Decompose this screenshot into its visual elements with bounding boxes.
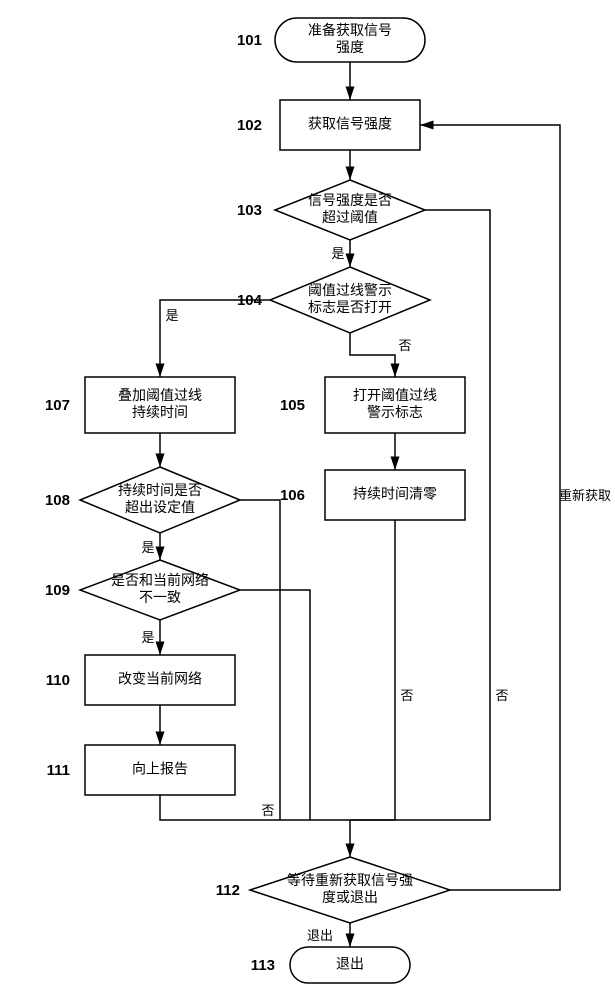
node-108: 持续时间是否超出设定值 108 (45, 467, 240, 533)
node-text: 度或退出 (322, 889, 378, 905)
node-number: 101 (237, 32, 262, 49)
edge-label: 是 (331, 246, 344, 261)
node-110: 改变当前网络 110 (46, 655, 235, 705)
node-number: 107 (45, 397, 70, 414)
edge (350, 520, 395, 820)
node-number: 108 (45, 492, 70, 509)
node-text: 打开阈值过线 (353, 387, 437, 403)
node-text: 标志是否打开 (308, 299, 392, 315)
edge (240, 500, 280, 820)
node-text: 超过阈值 (322, 209, 378, 225)
node-text: 警示标志 (367, 404, 423, 420)
node-text: 不一致 (139, 589, 181, 605)
node-112: 等待重新获取信号强度或退出 112 (216, 857, 450, 923)
node-text: 强度 (336, 39, 364, 55)
edge-label: 否 (400, 688, 413, 703)
edge (160, 795, 350, 820)
node-number: 112 (216, 882, 240, 899)
edge-label: 是 (141, 630, 154, 645)
node-text: 信号强度是否 (308, 192, 392, 208)
node-number: 103 (237, 202, 262, 219)
node-text: 阈值过线警示 (308, 282, 392, 298)
edge-label: 是 (165, 308, 178, 323)
node-text: 是否和当前网络 (111, 572, 209, 588)
node-text: 向上报告 (132, 761, 188, 777)
node-number: 106 (280, 487, 305, 504)
node-number: 109 (45, 582, 70, 599)
node-107: 叠加阈值过线持续时间 107 (45, 377, 235, 433)
node-text: 获取信号强度 (308, 116, 392, 132)
node-number: 111 (47, 762, 70, 779)
node-text: 持续时间是否 (118, 482, 202, 498)
node-text: 超出设定值 (125, 499, 195, 515)
edge-label: 否 (495, 688, 508, 703)
node-text: 持续时间 (132, 404, 188, 420)
node-number: 104 (237, 292, 263, 309)
node-text: 改变当前网络 (118, 671, 202, 687)
node-number: 102 (237, 117, 262, 134)
edge-label: 是 (141, 540, 154, 555)
node-103: 信号强度是否超过阈值 103 (237, 180, 425, 240)
node-106: 持续时间清零 106 (280, 470, 465, 520)
node-101: 准备获取信号强度 101 (237, 18, 425, 62)
edge (240, 590, 310, 820)
node-text: 等待重新获取信号强 (287, 872, 413, 888)
node-number: 105 (280, 397, 305, 414)
node-number: 113 (251, 957, 275, 974)
node-111: 向上报告 111 (47, 745, 235, 795)
node-text: 准备获取信号 (308, 22, 392, 38)
node-109: 是否和当前网络不一致 109 (45, 560, 240, 620)
node-text: 持续时间清零 (353, 486, 437, 502)
edge-label: 否 (398, 338, 411, 353)
node-number: 110 (46, 672, 70, 689)
edge-label: 否 (261, 803, 274, 818)
node-105: 打开阈值过线警示标志 105 (280, 377, 465, 433)
edge-label: 重新获取 (559, 488, 611, 503)
node-102: 获取信号强度 102 (237, 100, 420, 150)
node-113: 退出 113 (251, 947, 410, 983)
node-text: 叠加阈值过线 (118, 387, 202, 403)
edge-label: 退出 (307, 928, 333, 943)
node-text: 退出 (336, 956, 364, 972)
edge (350, 333, 395, 377)
